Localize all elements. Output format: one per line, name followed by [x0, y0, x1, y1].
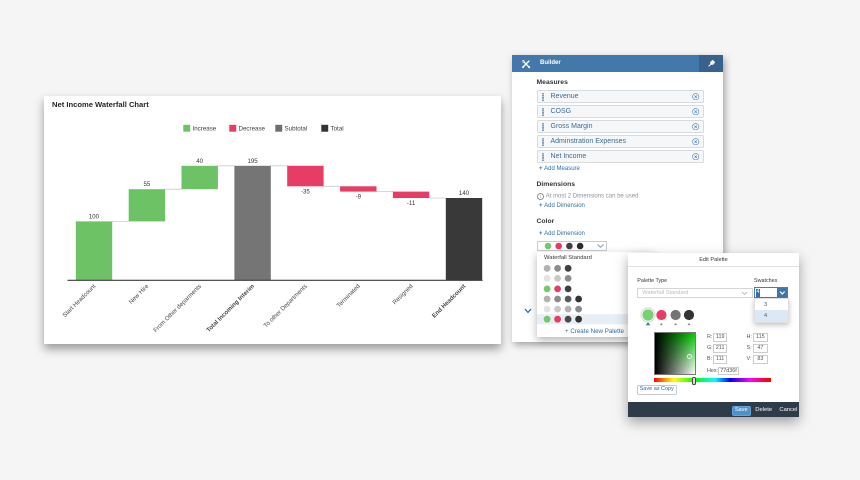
svg-text:Total: Total — [331, 126, 344, 133]
svg-text:Total Incoming Interim: Total Incoming Interim — [205, 283, 256, 334]
svg-text:Terminated: Terminated — [335, 283, 361, 309]
svg-text:-35: -35 — [301, 188, 310, 195]
svg-text:100: 100 — [89, 213, 100, 220]
svg-text:Increase: Increase — [193, 126, 217, 133]
svg-text:Net Income Waterfall Chart: Net Income Waterfall Chart — [52, 100, 149, 109]
svg-text:195: 195 — [248, 158, 259, 165]
svg-text:55: 55 — [144, 181, 151, 188]
svg-text:From Other deparments: From Other deparments — [152, 283, 203, 334]
svg-text:To other Departments: To other Departments — [262, 283, 308, 329]
svg-text:Subtotal: Subtotal — [285, 126, 308, 133]
svg-text:Start Headcount: Start Headcount — [61, 283, 97, 319]
svg-text:140: 140 — [459, 190, 470, 197]
svg-text:-9: -9 — [356, 194, 362, 201]
svg-text:Resigned: Resigned — [391, 283, 414, 306]
svg-text:-11: -11 — [407, 200, 416, 207]
svg-text:End Headcount: End Headcount — [431, 283, 468, 320]
svg-text:New Hire: New Hire — [128, 283, 151, 306]
svg-text:40: 40 — [196, 158, 203, 165]
svg-text:Decrease: Decrease — [239, 126, 266, 133]
